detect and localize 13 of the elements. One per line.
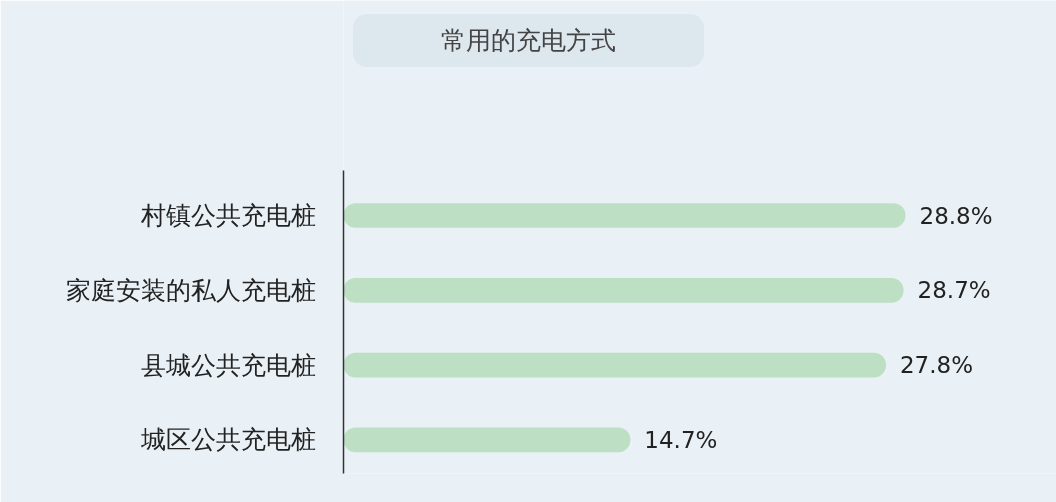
y-tick-label: 村镇公共充电桩: [139, 201, 316, 230]
data-label: 28.7%: [917, 277, 991, 304]
data-label: 14.7%: [644, 426, 718, 453]
data-label: 28.8%: [919, 202, 993, 229]
bar: [343, 277, 904, 303]
y-tick-label: 城区公共充电桩: [139, 425, 316, 455]
bar: [343, 427, 631, 453]
bar: [343, 352, 886, 378]
y-tick-label: 家庭安装的私人充电桩: [65, 275, 316, 305]
bar: [343, 203, 906, 228]
y-tick-label: 县城公共充电桩: [140, 350, 316, 380]
data-label: 27.8%: [899, 352, 974, 379]
chart-title: 常用的充电方式: [441, 26, 616, 55]
